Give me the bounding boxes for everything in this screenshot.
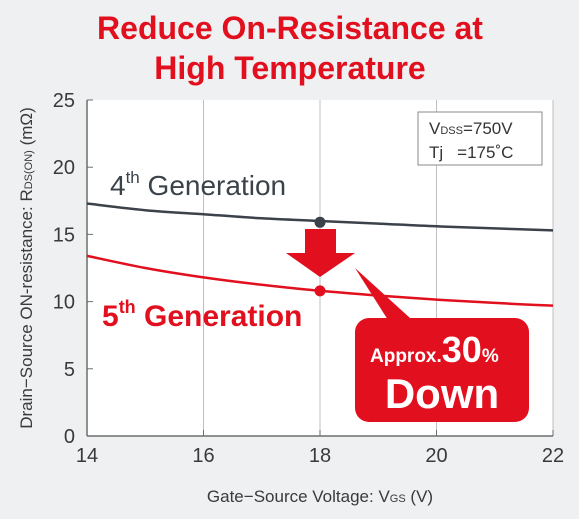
series-label-4th-generation: 4th Generation (110, 168, 286, 201)
callout-down: Down (385, 370, 499, 417)
callout-approx-30-percent: Approx.30% (370, 329, 499, 370)
y-tick-label-5: 5 (64, 359, 75, 381)
x-tick-label-16: 16 (192, 445, 214, 467)
series-lines (86, 202, 554, 307)
marker-point-5th (314, 285, 326, 297)
y-tick-label-0: 0 (64, 426, 75, 448)
tick-labels: 0 5 10 15 20 25 14 16 18 20 22 (53, 90, 564, 467)
series-label-5th-generation: 5th Generation (102, 297, 302, 333)
y-axis-label: Drain−Source ON-resistance: RDS(ON) (mΩ) (17, 107, 36, 429)
y-tick-label-15: 15 (53, 224, 75, 246)
y-tick-label-25: 25 (53, 90, 75, 112)
x-tick-label-18: 18 (309, 445, 331, 467)
conditions-box: VDSS=750V Tj =175˚C (417, 111, 543, 166)
x-axis-label: Gate−Source Voltage: VGS (V) (207, 487, 433, 506)
x-tick-label-14: 14 (76, 445, 98, 467)
down-arrow (286, 229, 355, 277)
x-tick-label-20: 20 (425, 445, 447, 467)
y-tick-label-20: 20 (53, 157, 75, 179)
x-tick-label-22: 22 (542, 445, 564, 467)
marker-point-4th (314, 216, 326, 228)
condition-tj: Tj =175˚C (429, 143, 513, 162)
title-line-2: High Temperature (154, 50, 425, 86)
condition-vdss: VDSS=750V (429, 119, 513, 138)
y-tick-label-10: 10 (53, 292, 75, 314)
title-line-1: Reduce On-Resistance at (97, 10, 483, 46)
reduction-callout: Approx.30% Down (355, 268, 529, 422)
